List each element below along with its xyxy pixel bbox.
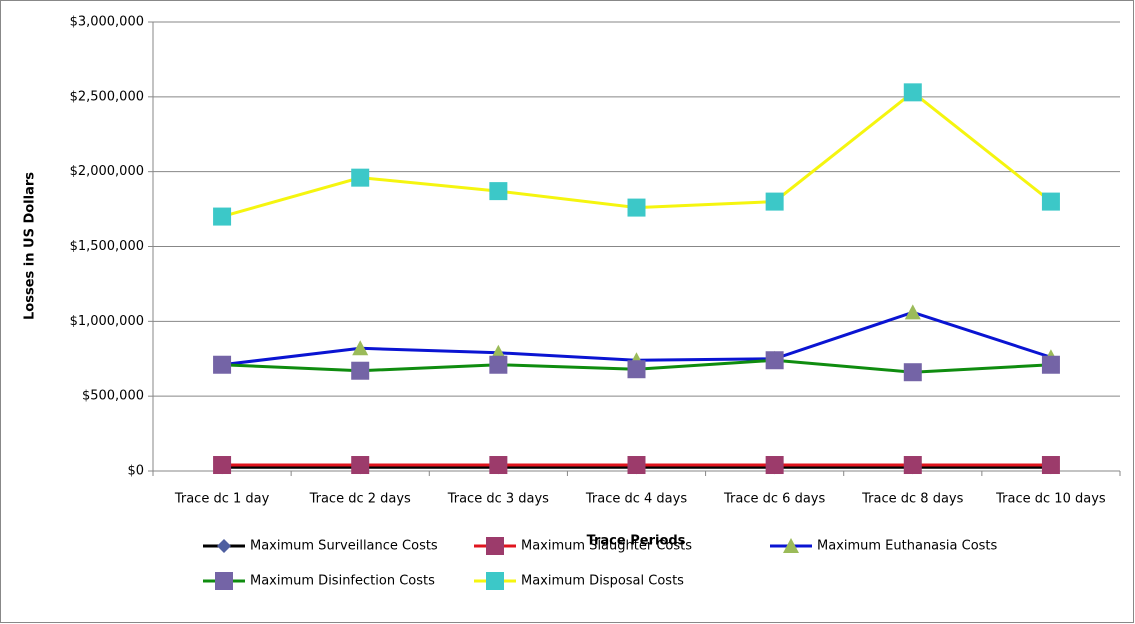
- x-tick-label: Trace dc 4 days: [585, 492, 687, 507]
- x-tick-label: Trace dc 10 days: [995, 492, 1106, 507]
- data-point: [627, 198, 646, 217]
- data-point: [489, 355, 508, 374]
- legend-marker: [783, 538, 799, 553]
- data-point: [351, 456, 370, 475]
- legend-label: Maximum Disinfection Costs: [250, 574, 435, 589]
- y-tick-label: $1,500,000: [70, 239, 144, 254]
- data-point: [903, 83, 922, 102]
- data-point: [213, 456, 232, 475]
- data-point: [351, 361, 370, 380]
- legend-item: Maximum Disinfection Costs: [203, 572, 435, 590]
- legend-label: Maximum Disposal Costs: [521, 574, 684, 589]
- data-point: [765, 192, 784, 211]
- legend-item: Maximum Disposal Costs: [474, 572, 684, 590]
- data-point: [1041, 355, 1060, 374]
- data-point: [1041, 192, 1060, 211]
- data-point: [627, 360, 646, 379]
- data-point: [489, 456, 508, 475]
- y-axis-title: Losses in US Dollars: [23, 172, 38, 320]
- legend-label: Maximum Surveillance Costs: [250, 539, 438, 554]
- x-tick-label: Trace dc 3 days: [447, 492, 549, 507]
- data-point: [352, 340, 369, 356]
- y-tick-label: $3,000,000: [70, 15, 144, 30]
- data-point: [213, 207, 232, 226]
- legend-label: Maximum Euthanasia Costs: [817, 539, 998, 554]
- legend-marker: [217, 539, 231, 553]
- data-point: [351, 168, 370, 187]
- data-point: [627, 456, 646, 475]
- y-tick-label: $500,000: [82, 389, 144, 404]
- data-point: [213, 355, 232, 374]
- legend-item: Maximum Slaughter Costs: [474, 537, 692, 555]
- x-tick-label: Trace dc 2 days: [309, 492, 411, 507]
- x-tick-label: Trace dc 8 days: [861, 492, 963, 507]
- x-axis-title: Trace Periods: [587, 534, 686, 549]
- x-tick-label: Trace dc 6 days: [723, 492, 825, 507]
- data-point: [903, 363, 922, 382]
- legend-item: Maximum Euthanasia Costs: [770, 538, 998, 554]
- data-point: [765, 456, 784, 475]
- y-tick-label: $1,000,000: [70, 314, 144, 329]
- legend-item: Maximum Surveillance Costs: [203, 539, 438, 554]
- data-point: [904, 304, 921, 320]
- legend-marker: [486, 537, 504, 555]
- y-tick-label: $0: [127, 464, 144, 479]
- y-tick-label: $2,500,000: [70, 89, 144, 104]
- data-point: [903, 456, 922, 475]
- x-tick-label: Trace dc 1 day: [174, 492, 270, 507]
- data-point: [765, 351, 784, 370]
- data-point: [489, 182, 508, 201]
- legend-marker: [215, 572, 233, 590]
- data-point: [1041, 456, 1060, 475]
- legend-label: Maximum Slaughter Costs: [521, 539, 692, 554]
- legend-marker: [486, 572, 504, 590]
- y-tick-label: $2,000,000: [70, 164, 144, 179]
